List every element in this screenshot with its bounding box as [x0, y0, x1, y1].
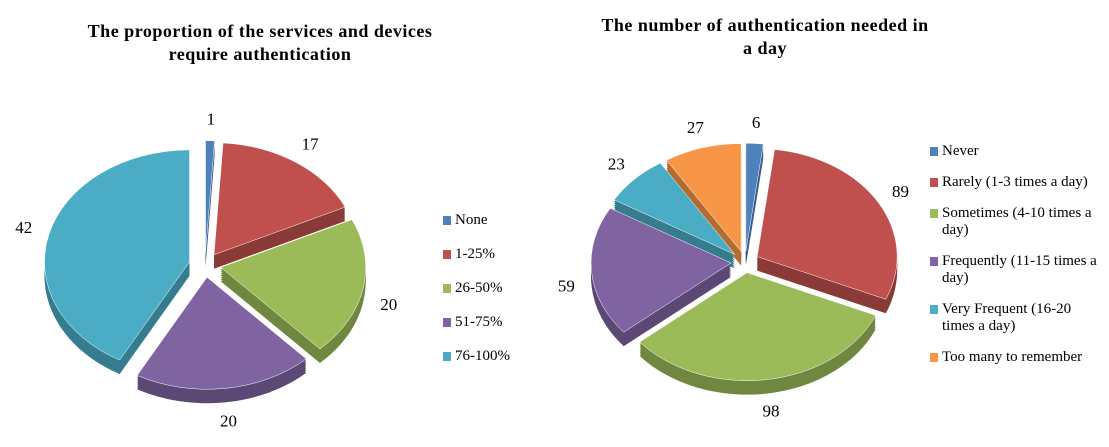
data-label: 89: [892, 182, 909, 201]
legend-item: Frequently (11-15 times a day): [930, 253, 1107, 287]
legend-swatch: [443, 352, 451, 361]
slice: [136, 276, 307, 390]
legend-swatch: [930, 305, 938, 314]
slice: [666, 143, 742, 253]
legend-swatch: [930, 353, 938, 362]
data-label: 23: [608, 155, 625, 174]
slice: [745, 142, 764, 252]
legend-item: Very Frequent (16-20 times a day): [930, 301, 1107, 335]
legend-item: Too many to remember: [930, 349, 1107, 366]
legend-item: Rarely (1-3 times a day): [930, 174, 1107, 191]
data-label: 20: [220, 411, 237, 430]
legend-item: Never: [930, 143, 1107, 160]
legend-swatch: [930, 178, 938, 187]
data-label: 59: [558, 276, 575, 295]
legend-item: 51-75%: [443, 314, 575, 331]
data-label: 98: [763, 402, 780, 421]
chart-title: The proportion of the services and devic…: [87, 21, 433, 64]
data-label: 17: [302, 134, 320, 153]
legend-item: Sometimes (4-10 times a day): [930, 205, 1107, 239]
legend-item: 1-25%: [443, 246, 575, 263]
legend-swatch: [443, 284, 451, 293]
slice: [44, 149, 190, 361]
legend-swatch: [930, 257, 938, 266]
slice: [213, 142, 346, 256]
data-label: 20: [380, 295, 397, 314]
data-label: 27: [687, 118, 705, 137]
legend-swatch: [443, 318, 451, 327]
legend-swatch: [930, 209, 938, 218]
slice: [220, 219, 366, 350]
chart-title: The number of authentication needed in a…: [601, 15, 929, 58]
data-label: 42: [15, 218, 32, 237]
slice: [590, 207, 732, 333]
slice: [205, 140, 215, 253]
data-label: 6: [752, 113, 761, 132]
legend-item: 76-100%: [443, 348, 575, 365]
legend-swatch: [930, 147, 938, 156]
legend-item: None: [443, 212, 575, 229]
slice: [756, 149, 898, 300]
slice: [639, 272, 877, 381]
data-label: 1: [207, 109, 216, 128]
slice: [613, 162, 736, 255]
legend-item: 26-50%: [443, 280, 575, 297]
legend-swatch: [443, 250, 451, 259]
legend-swatch: [443, 216, 451, 225]
